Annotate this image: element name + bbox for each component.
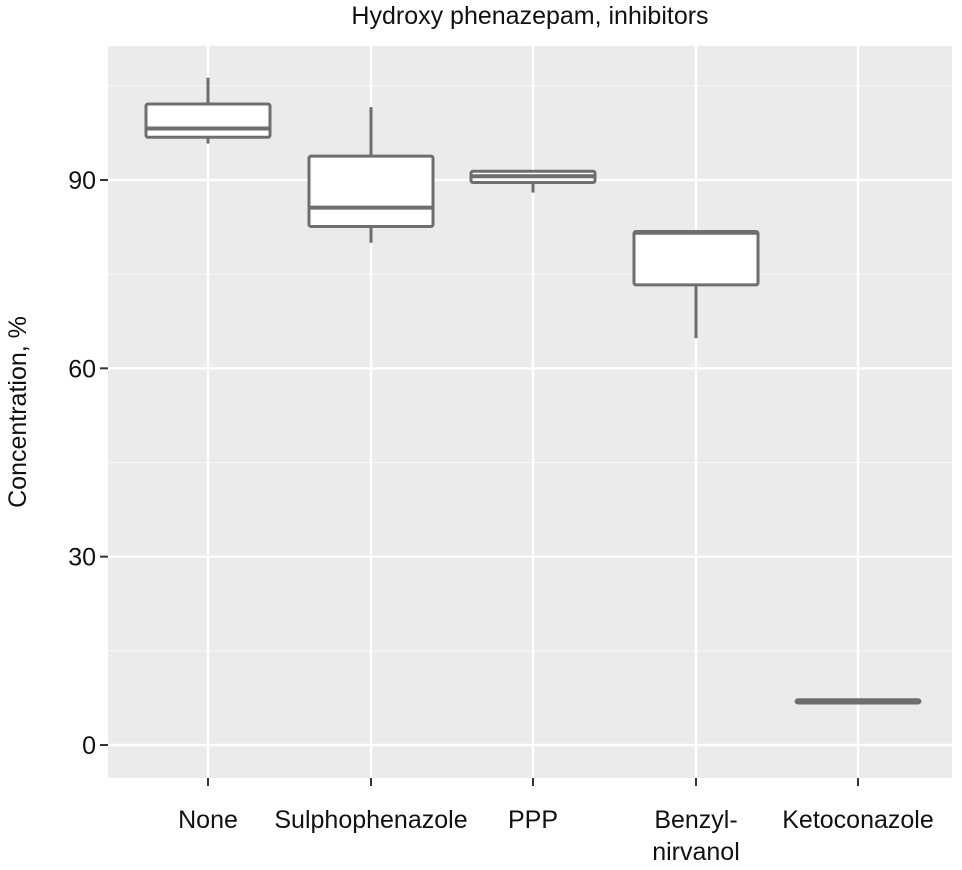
x-tick-label-line: Benzyl- [654,806,737,834]
minor-gridlines [108,85,952,652]
y-tick-label: 0 [82,732,96,760]
chart-title: Hydroxy phenazepam, inhibitors [351,2,708,30]
x-tick-label: Benzyl-nirvanol [652,806,740,866]
plot-panel [108,46,952,778]
iqr-box [632,229,760,287]
box-ppp [469,169,597,193]
box-none [144,77,272,144]
iqr-box [144,102,272,139]
x-tick-label: Sulphophenazole [274,806,467,834]
y-axis: 0 30 60 90 [68,167,108,760]
x-tick-label-line: Sulphophenazole [274,806,467,834]
y-tick-label: 90 [68,167,96,195]
x-tick-label: Ketoconazole [782,806,934,834]
x-axis: None Sulphophenazole PPP Benzyl-nirvanol Ket… [178,778,934,866]
x-tick-label-line: PPP [508,806,558,834]
box-ketoconazole [794,698,922,705]
x-tick-label-line: Ketoconazole [782,806,934,834]
x-tick-label: PPP [508,806,558,834]
major-gridlines [108,46,952,778]
x-tick-label-line: nirvanol [652,838,740,866]
y-tick-label: 60 [68,355,96,383]
box-sulphophenazole [307,107,435,243]
iqr-box [307,154,435,228]
x-tick-label-line: None [178,806,238,834]
box-benzyl-nirvanol [632,229,760,339]
y-tick-label: 30 [68,544,96,572]
y-axis-label: Concentration, % [4,316,32,508]
box-series [144,77,922,705]
x-tick-label: None [178,806,238,834]
